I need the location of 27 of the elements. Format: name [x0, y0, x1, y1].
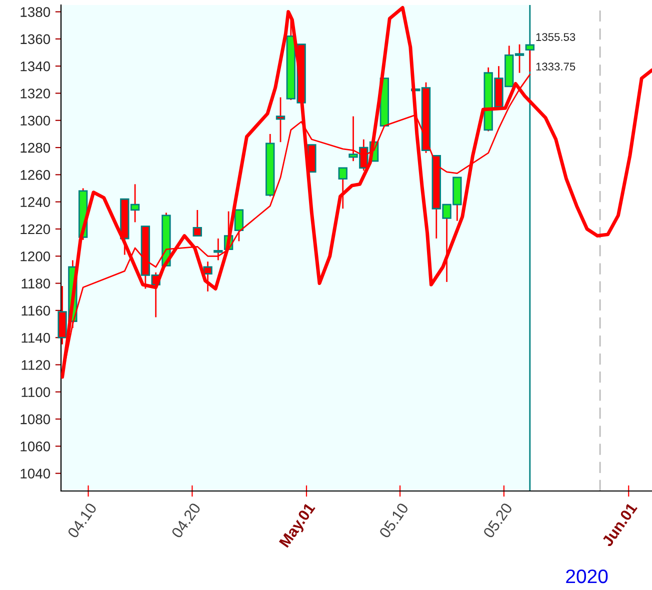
annotation: 1355.53: [536, 33, 576, 41]
y-tick-label: 1060: [20, 442, 50, 452]
y-tick-label: 1280: [20, 142, 50, 153]
y-tick-label: 1140: [22, 332, 50, 343]
y-tick-label: 1380: [20, 7, 50, 17]
y-tick-label: 1080: [20, 414, 50, 424]
y-tick-label: 1040: [20, 468, 50, 479]
y-tick-label: 1300: [20, 116, 50, 126]
y-tick-label: 1100: [22, 387, 50, 398]
y-tick-label: 1360: [20, 34, 50, 44]
y-tick-label: 1160: [22, 306, 50, 316]
y-tick-label: 1220: [20, 224, 50, 234]
candlestick: [338, 167, 348, 210]
candlestick: [192, 209, 202, 236]
y-tick-label: 1340: [20, 61, 50, 72]
candlestick: [276, 96, 286, 143]
y-tick-label: 1260: [20, 170, 50, 180]
candlestick: [214, 238, 223, 261]
y-tick-label: 1240: [20, 197, 50, 208]
y-tick-label: 1120: [22, 360, 50, 370]
text: 2020: [566, 569, 608, 584]
candlestick: [203, 260, 212, 292]
candlestick: [234, 209, 244, 242]
y-tick-label: 1200: [20, 251, 50, 262]
y-tick-label: 1320: [20, 88, 50, 98]
annotation: 1333.75: [536, 62, 576, 71]
y-tick-label: 1180: [22, 278, 50, 288]
